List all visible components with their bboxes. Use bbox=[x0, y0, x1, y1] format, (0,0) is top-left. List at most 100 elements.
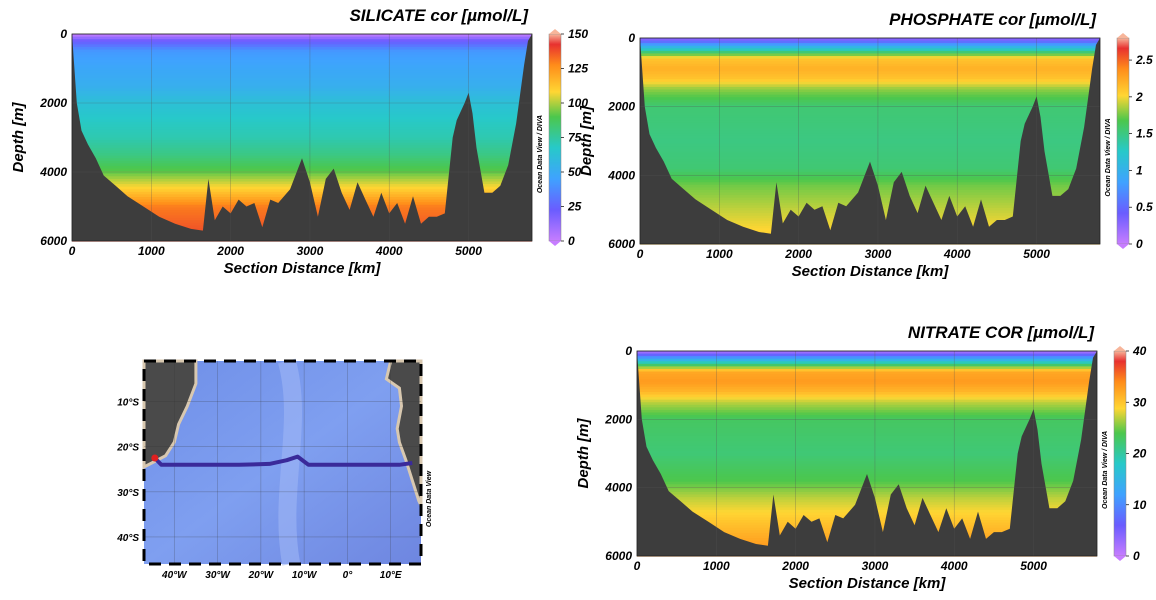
latitude-tick-label: 10°S bbox=[117, 398, 139, 409]
colorbar-tick-label: 2.5 bbox=[1135, 53, 1153, 67]
plot-frame bbox=[636, 350, 1098, 557]
y-axis-title: Depth [m] bbox=[575, 418, 592, 489]
property-depth-band bbox=[72, 90, 532, 95]
property-depth-band bbox=[640, 68, 1100, 73]
longitude-tick-label: 0° bbox=[343, 570, 354, 581]
x-tick-label: 3000 bbox=[862, 559, 889, 573]
seafloor-bathymetry bbox=[72, 34, 532, 241]
x-axis-title: Section Distance [km] bbox=[792, 263, 950, 280]
y-tick-label: 0 bbox=[628, 31, 635, 45]
property-depth-band bbox=[72, 80, 532, 84]
chart-title: PHOSPHATE cor [µmol/L] bbox=[889, 10, 1097, 29]
colorbar-tick-label: 0 bbox=[1133, 549, 1140, 563]
property-depth-band bbox=[640, 43, 1100, 47]
colorbar-tick-label: 100 bbox=[568, 96, 588, 110]
latitude-tick-label: 40°S bbox=[116, 533, 139, 544]
property-depth-band bbox=[640, 102, 1100, 106]
x-tick-label: 2000 bbox=[216, 244, 244, 258]
colorbar-bottom-cap bbox=[549, 241, 561, 246]
property-depth-band bbox=[72, 119, 532, 123]
property-depth-band bbox=[640, 141, 1100, 145]
property-depth-band bbox=[72, 96, 532, 100]
x-tick-label: 5000 bbox=[1023, 247, 1050, 261]
property-depth-band bbox=[637, 417, 1097, 421]
property-depth-band bbox=[640, 135, 1100, 140]
property-depth-band bbox=[637, 389, 1097, 393]
property-depth-band bbox=[640, 94, 1100, 98]
property-depth-band bbox=[640, 151, 1100, 155]
property-depth-band bbox=[637, 463, 1097, 467]
y-tick-label: 0 bbox=[625, 344, 632, 358]
property-depth-band bbox=[72, 85, 532, 89]
property-depth-band bbox=[637, 440, 1097, 444]
longitude-tick-label: 10°W bbox=[292, 570, 318, 581]
property-depth-band bbox=[640, 81, 1100, 85]
y-tick-label: 6000 bbox=[40, 234, 67, 248]
colorbar-bottom-cap bbox=[1117, 244, 1129, 249]
seafloor-bathymetry bbox=[637, 351, 1097, 556]
y-tick-label: 4000 bbox=[604, 481, 632, 495]
property-depth-band bbox=[637, 381, 1097, 385]
property-depth-band bbox=[637, 468, 1097, 473]
property-depth-band bbox=[640, 156, 1100, 160]
property-depth-band bbox=[640, 97, 1100, 101]
property-depth-band bbox=[72, 106, 532, 110]
property-depth-band bbox=[640, 84, 1100, 88]
property-depth-band bbox=[637, 394, 1097, 398]
property-depth-band bbox=[72, 75, 532, 79]
property-depth-band bbox=[72, 145, 532, 149]
property-depth-band bbox=[640, 63, 1100, 67]
colorbar-tick-label: 20 bbox=[1132, 447, 1147, 461]
property-depth-band bbox=[72, 153, 532, 157]
odv-credit-label: Ocean Data View / DIVA bbox=[1105, 118, 1112, 196]
section-track-line bbox=[153, 454, 413, 467]
property-depth-band bbox=[72, 77, 532, 82]
nitrate-section-panel: 0 1000 2000 3000 4000 5000 0 2000 4000 6000 Sectio… bbox=[575, 323, 1147, 592]
property-depth-band bbox=[72, 49, 532, 53]
property-depth-band bbox=[637, 407, 1097, 411]
y-tick-label: 2000 bbox=[39, 96, 67, 110]
property-depth-band bbox=[637, 358, 1097, 362]
property-depth-band bbox=[637, 361, 1097, 365]
property-depth-band bbox=[640, 115, 1100, 119]
property-depth-band bbox=[637, 458, 1097, 462]
property-depth-band bbox=[637, 461, 1097, 465]
x-tick-label: 1000 bbox=[138, 244, 165, 258]
property-depth-band bbox=[640, 148, 1100, 152]
property-depth-band bbox=[640, 159, 1100, 163]
property-depth-band bbox=[637, 443, 1097, 447]
property-depth-band bbox=[72, 142, 532, 146]
plot-frame bbox=[639, 37, 1101, 245]
section-start-station bbox=[151, 454, 159, 462]
property-depth-band bbox=[640, 50, 1100, 55]
property-depth-band bbox=[640, 79, 1100, 83]
property-depth-band bbox=[637, 392, 1097, 396]
property-depth-band bbox=[640, 66, 1100, 70]
property-depth-band bbox=[637, 430, 1097, 434]
y-tick-label: 4000 bbox=[607, 168, 635, 182]
property-depth-band bbox=[637, 363, 1097, 367]
colorbar bbox=[548, 33, 562, 242]
odv-credit-label: Ocean Data View / DIVA bbox=[537, 115, 544, 193]
property-depth-band bbox=[72, 132, 532, 136]
x-tick-label: 5000 bbox=[455, 244, 482, 258]
property-depth-band bbox=[72, 72, 532, 76]
x-tick-label: 4000 bbox=[940, 559, 968, 573]
property-depth-band bbox=[72, 134, 532, 139]
longitude-tick-label: 40°W bbox=[161, 570, 188, 581]
property-depth-band bbox=[640, 153, 1100, 158]
south-america-landmass bbox=[142, 359, 198, 470]
property-depth-band bbox=[72, 88, 532, 92]
property-depth-band bbox=[72, 155, 532, 159]
property-depth-band bbox=[640, 143, 1100, 147]
property-depth-band bbox=[640, 120, 1100, 124]
x-tick-label: 0 bbox=[69, 244, 76, 258]
x-tick-label: 0 bbox=[634, 559, 641, 573]
colorbar-tick-label: 0 bbox=[1136, 237, 1143, 251]
colorbar-tick-label: 1 bbox=[1136, 163, 1143, 177]
property-depth-band bbox=[72, 150, 532, 154]
property-depth-band bbox=[640, 117, 1100, 121]
property-depth-band bbox=[637, 409, 1097, 414]
colorbar-top-cap bbox=[549, 29, 561, 34]
